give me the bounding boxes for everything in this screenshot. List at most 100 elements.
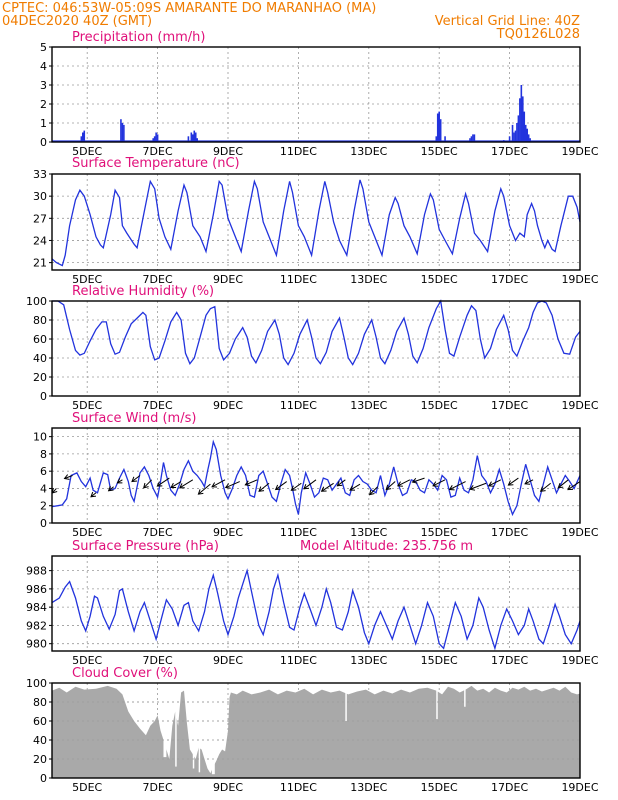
x-tick-label: 13DEC <box>350 399 387 412</box>
cloud-gap <box>163 683 167 758</box>
precip-bar <box>82 132 84 142</box>
wind-vector <box>90 491 97 498</box>
cloud-gap <box>464 683 466 707</box>
x-tick-label: 7DEC <box>143 781 173 794</box>
series-line <box>52 299 581 366</box>
series-line <box>51 439 581 517</box>
y-tick-label: 8 <box>40 448 47 461</box>
wind-vector <box>411 477 425 484</box>
y-tick-label: 0 <box>40 772 47 785</box>
cloud-gap <box>175 683 177 767</box>
cloud-gap <box>436 683 438 720</box>
precip-bar <box>513 132 515 142</box>
wind-vector <box>368 486 378 496</box>
precip-bar <box>522 96 524 142</box>
x-tick-label: 15DEC <box>421 273 458 286</box>
precip-bar <box>435 136 438 142</box>
wind-vector <box>63 474 73 480</box>
x-tick-label: 15DEC <box>421 145 458 158</box>
x-tick-label: 11DEC <box>280 526 317 539</box>
y-tick-label: 24 <box>33 234 47 247</box>
y-tick-label: 980 <box>26 638 47 651</box>
precip-bar <box>123 124 125 142</box>
precip-bar <box>194 132 197 142</box>
x-tick-label: 7DEC <box>143 273 173 286</box>
panel-title: Cloud Cover (%) <box>72 666 178 681</box>
x-tick-label: 15DEC <box>421 654 458 667</box>
precip-bar <box>83 130 86 142</box>
y-tick-label: 988 <box>26 565 47 578</box>
wind-vector <box>51 487 58 494</box>
wind-vector <box>244 479 258 487</box>
y-tick-label: 0 <box>40 390 47 403</box>
panel-3: Surface Wind (m/s) 0 2 4 6 8 10 5DEC 7DEC 9DEC 11D… <box>33 411 599 539</box>
y-tick-label: 10 <box>33 431 47 444</box>
y-tick-label: 80 <box>33 696 47 709</box>
precip-bar <box>516 123 518 142</box>
panel-title: Surface Temperature (nC) <box>72 156 240 171</box>
y-tick-label: 80 <box>33 314 47 327</box>
precip-bar <box>517 115 520 142</box>
panel-frame <box>51 173 581 271</box>
y-tick-label: 60 <box>33 715 47 728</box>
precip-bar <box>472 134 474 142</box>
precip-bar <box>152 138 154 142</box>
panel-1: Surface Temperature (nC) 21 24 27 30 33 5DEC 7D… <box>33 156 599 286</box>
x-tick-label: 9DEC <box>213 654 243 667</box>
x-tick-label: 7DEC <box>143 399 173 412</box>
x-tick-label: 5DEC <box>72 399 102 412</box>
precip-bar <box>527 134 530 142</box>
header-location: CPTEC: 046:53W-05:09S AMARANTE DO MARANH… <box>2 1 376 16</box>
x-tick-label: 13DEC <box>350 145 387 158</box>
x-tick-label: 9DEC <box>213 145 243 158</box>
x-tick-label: 11DEC <box>280 399 317 412</box>
wind-vector <box>336 479 346 487</box>
panel-5: Cloud Cover (%) 0 20 40 60 80 100 5DEC 7DEC 9DEC 1… <box>26 666 599 794</box>
precip-bar <box>155 132 157 142</box>
x-tick-label: 11DEC <box>280 781 317 794</box>
x-tick-label: 15DEC <box>421 526 458 539</box>
x-tick-label: 5DEC <box>72 781 102 794</box>
series-line <box>51 179 581 267</box>
y-tick-label: 1 <box>40 117 47 130</box>
precip-bar <box>473 134 476 142</box>
header-model-id: TQ0126L028 <box>496 27 580 42</box>
wind-vector <box>385 481 396 491</box>
y-tick-label: 100 <box>26 677 47 690</box>
x-tick-label: 5DEC <box>72 145 102 158</box>
wind-vector <box>211 479 226 488</box>
wind-vector <box>524 479 534 485</box>
x-tick-label: 17DEC <box>491 273 528 286</box>
y-tick-label: 984 <box>26 601 47 614</box>
precip-bar <box>508 136 511 142</box>
x-tick-label: 13DEC <box>350 273 387 286</box>
x-tick-label: 19DEC <box>561 526 598 539</box>
x-tick-label: 11DEC <box>280 145 317 158</box>
y-tick-label: 21 <box>33 257 47 270</box>
y-tick-label: 0 <box>40 136 47 149</box>
x-tick-label: 19DEC <box>561 654 598 667</box>
x-tick-label: 5DEC <box>72 273 102 286</box>
y-tick-label: 4 <box>40 60 47 73</box>
series-line <box>51 568 581 651</box>
y-tick-label: 20 <box>33 371 47 384</box>
x-tick-label: 13DEC <box>350 781 387 794</box>
x-tick-label: 17DEC <box>491 781 528 794</box>
wind-vector <box>178 479 194 489</box>
y-tick-label: 982 <box>26 619 47 632</box>
x-tick-label: 17DEC <box>491 399 528 412</box>
panel-title: Surface Wind (m/s) <box>72 411 196 426</box>
precip-bar <box>153 136 156 142</box>
y-tick-label: 30 <box>33 190 47 203</box>
precip-bar <box>438 111 440 142</box>
x-tick-label: 11DEC <box>280 273 317 286</box>
y-tick-label: 33 <box>33 168 47 181</box>
panel-frame <box>51 300 581 397</box>
header-run-date: 04DEC2020 40Z (GMT) <box>2 14 152 29</box>
panel-frame <box>51 555 581 652</box>
y-tick-label: 5 <box>40 41 47 54</box>
precip-bar <box>511 124 514 142</box>
y-tick-label: 4 <box>40 482 47 495</box>
x-tick-label: 9DEC <box>213 399 243 412</box>
wind-vector <box>396 479 411 487</box>
